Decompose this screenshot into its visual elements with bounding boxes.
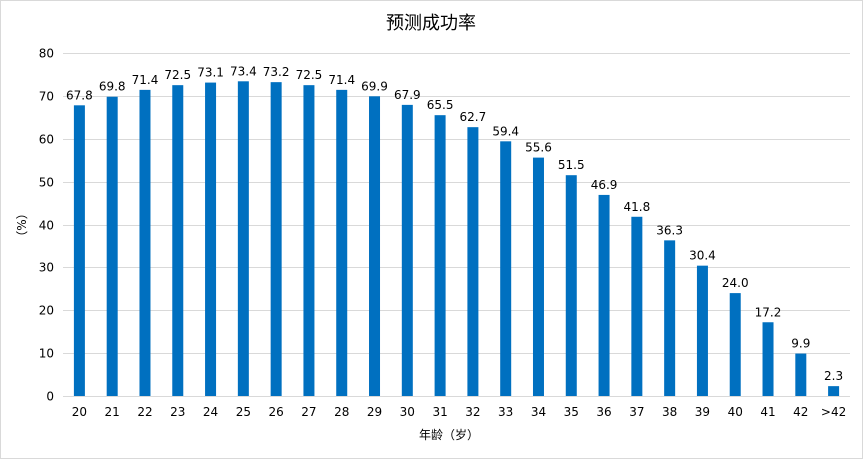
data-label: 24.0 [722, 276, 749, 290]
x-axis-ticks: 20 21 22 23 24 25 26 27 28 29 30 31 32 33 34 35 36 37 38 39… [72, 405, 847, 419]
x-tick-label: 41 [760, 405, 775, 419]
x-tick-label: 20 [72, 405, 87, 419]
y-tick-label: 80 [39, 47, 54, 61]
x-tick-label: 39 [695, 405, 710, 419]
bar [795, 353, 807, 396]
x-tick-label: 26 [269, 405, 284, 419]
x-tick-label: 36 [596, 405, 611, 419]
x-tick-label: >42 [821, 405, 846, 419]
data-label: 69.9 [361, 79, 388, 93]
bar [500, 141, 512, 396]
y-tick-label: 70 [39, 90, 54, 104]
x-tick-label: 28 [334, 405, 349, 419]
bar [664, 240, 676, 396]
data-label: 67.8 [66, 88, 93, 102]
data-label: 17.2 [755, 305, 782, 319]
bar [598, 194, 610, 396]
x-tick-label: 29 [367, 405, 382, 419]
data-label: 59.4 [492, 124, 519, 138]
data-label: 62.7 [460, 110, 487, 124]
data-label: 73.2 [263, 65, 290, 79]
data-label: 73.1 [197, 66, 224, 80]
x-tick-label: 30 [400, 405, 415, 419]
bar [303, 85, 315, 396]
bar [172, 85, 184, 396]
y-axis-ticks: 0 10 20 30 40 50 60 70 80 [39, 47, 54, 404]
data-label: 41.8 [623, 200, 650, 214]
bar [762, 322, 774, 396]
x-tick-label: 21 [105, 405, 120, 419]
bar [106, 96, 118, 396]
y-tick-label: 10 [39, 347, 54, 361]
bar [467, 127, 479, 397]
bar [532, 157, 544, 396]
bar [434, 115, 446, 397]
x-tick-label: 38 [662, 405, 677, 419]
bar [270, 82, 282, 397]
y-tick-label: 20 [39, 304, 54, 318]
data-label: 69.8 [99, 80, 126, 94]
x-tick-label: 24 [203, 405, 218, 419]
x-tick-label: 34 [531, 405, 546, 419]
bar [696, 265, 708, 396]
data-label: 72.5 [296, 68, 323, 82]
x-tick-label: 23 [170, 405, 185, 419]
data-label: 72.5 [164, 68, 191, 82]
bar [631, 216, 643, 396]
data-label: 65.5 [427, 98, 454, 112]
x-tick-label: 33 [498, 405, 513, 419]
x-tick-label: 40 [728, 405, 743, 419]
bar [205, 82, 217, 396]
y-tick-label: 60 [39, 133, 54, 147]
data-label: 36.3 [656, 223, 683, 237]
y-axis-title: （%） [15, 207, 29, 242]
bar [237, 81, 249, 397]
data-label: 46.9 [591, 178, 618, 192]
data-label: 73.4 [230, 64, 257, 78]
data-label: 9.9 [791, 337, 810, 351]
x-tick-label: 22 [137, 405, 152, 419]
bar [139, 89, 151, 397]
x-tick-label: 35 [564, 405, 579, 419]
bars [73, 81, 840, 397]
bar [73, 105, 85, 396]
data-label: 30.4 [689, 249, 716, 263]
data-label: 67.9 [394, 88, 421, 102]
data-label: 55.6 [525, 141, 552, 155]
bar [369, 96, 381, 397]
x-tick-label: 31 [432, 405, 447, 419]
data-label: 51.5 [558, 158, 585, 172]
x-tick-label: 37 [629, 405, 644, 419]
bar [565, 175, 577, 396]
bar [828, 386, 840, 396]
y-tick-label: 50 [39, 176, 54, 190]
data-label: 2.3 [824, 369, 843, 383]
bar [336, 89, 348, 397]
x-tick-label: 27 [301, 405, 316, 419]
x-tick-label: 42 [793, 405, 808, 419]
bar [729, 293, 741, 396]
chart-title: 预测成功率 [386, 13, 476, 34]
data-label: 71.4 [328, 73, 355, 87]
gridlines [63, 53, 850, 397]
x-tick-label: 25 [236, 405, 251, 419]
y-tick-label: 30 [39, 261, 54, 275]
bar [401, 104, 413, 396]
data-labels: 67.8 69.8 71.4 72.5 73.1 73.4 73.2 72.5 71.4 69.9… [66, 64, 843, 383]
y-tick-label: 40 [39, 219, 54, 233]
y-tick-label: 0 [46, 390, 54, 404]
x-axis-title: 年龄（岁） [419, 427, 479, 442]
data-label: 71.4 [132, 73, 159, 87]
x-tick-label: 32 [465, 405, 480, 419]
